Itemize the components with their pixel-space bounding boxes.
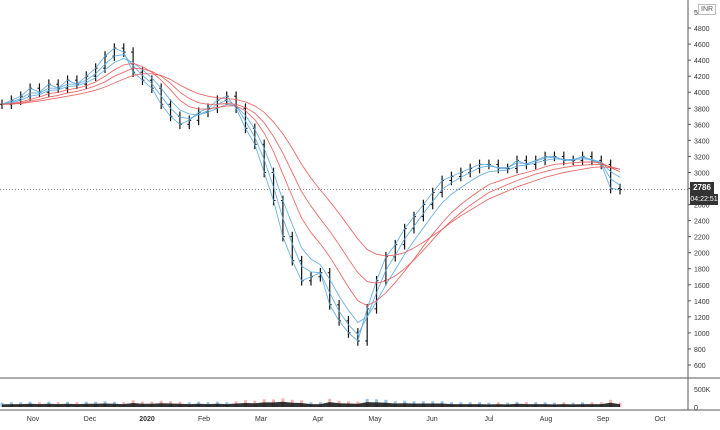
price-tick-label: 4800 [694, 26, 710, 33]
price-tick-label: 1800 [694, 267, 710, 274]
price-tick-label: 3600 [694, 122, 710, 129]
countdown-tag: 04:22:51 [690, 194, 718, 205]
price-tick-label: 3200 [694, 154, 710, 161]
x-tick-label: Jun [426, 416, 437, 423]
volume-tick-label: 0 [694, 405, 698, 412]
price-tick-label: 2200 [694, 235, 710, 242]
price-tick-label: 1400 [694, 299, 710, 306]
price-tick-label: 600 [694, 363, 706, 370]
volume-average-area [2, 401, 620, 407]
volume-tick-label: 500K [694, 387, 711, 394]
price-tick-label: 2600 [694, 203, 710, 210]
ribbon-line [1, 58, 621, 324]
price-tick-label: 800 [694, 347, 706, 354]
price-tick-label: 2400 [694, 219, 710, 226]
last-price-tag: 2786 [690, 182, 714, 194]
x-tick-label: 2020 [139, 416, 155, 423]
ribbon-line [1, 47, 621, 342]
x-tick-label: Mar [255, 416, 268, 423]
price-tick-label: 1600 [694, 283, 710, 290]
price-tick-label: 3000 [694, 170, 710, 177]
price-tick-label: 3800 [694, 106, 710, 113]
x-tick-label: Oct [655, 416, 666, 423]
price-tick-label: 4200 [694, 74, 710, 81]
x-tick-label: Feb [198, 416, 210, 423]
price-tick-label: 3400 [694, 138, 710, 145]
x-tick-label: Nov [27, 416, 40, 423]
x-tick-label: Apr [313, 416, 325, 423]
price-tick-label: 4400 [694, 58, 710, 65]
price-tick-label: 4600 [694, 42, 710, 49]
price-tick-label: 4000 [694, 90, 710, 97]
price-tick-label: 1000 [694, 331, 710, 338]
ribbon-line [1, 62, 621, 307]
x-tick-label: Aug [540, 416, 553, 423]
x-tick-label: Sep [597, 416, 610, 423]
price-tick-label: 2000 [694, 251, 710, 258]
currency-label[interactable]: INR [698, 4, 717, 15]
ribbon-line [1, 73, 621, 257]
x-tick-label: Dec [84, 416, 97, 423]
price-tick-label: 1200 [694, 315, 710, 322]
ribbon-line [1, 67, 621, 284]
x-tick-label: May [368, 416, 382, 423]
x-tick-label: Jul [485, 416, 494, 423]
ribbon-line [1, 54, 621, 336]
